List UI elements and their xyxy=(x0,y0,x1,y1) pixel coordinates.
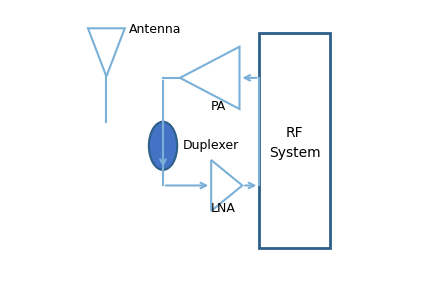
Text: RF
System: RF System xyxy=(269,126,320,160)
Text: LNA: LNA xyxy=(211,202,236,214)
Text: PA: PA xyxy=(211,100,227,113)
Text: Antenna: Antenna xyxy=(129,23,182,36)
Text: Duplexer: Duplexer xyxy=(183,139,239,152)
FancyBboxPatch shape xyxy=(259,33,330,248)
Ellipse shape xyxy=(149,122,177,170)
